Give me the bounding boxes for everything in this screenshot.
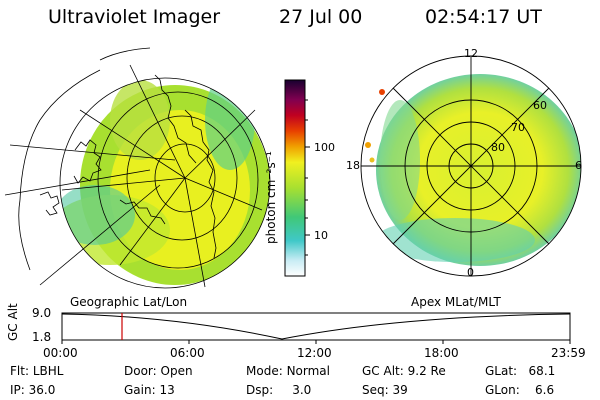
info-ip: IP: 36.0 [10, 383, 56, 397]
geographic-map [4, 47, 271, 289]
info-seq: Seq: 39 [362, 383, 408, 397]
mlt-label-18: 18 [346, 159, 360, 172]
timeline-ytick-min: 1.8 [32, 330, 52, 344]
observation-time: 02:54:17 UT [425, 6, 542, 28]
timeline-xtick-1800: 18:00 [424, 346, 459, 360]
mlt-label-6: 6 [575, 159, 582, 172]
timeline-xtick-0000: 00:00 [43, 346, 78, 360]
mlt-label-0: 0 [467, 266, 474, 279]
mlt-label-12: 12 [464, 47, 478, 60]
bright-spot-marker [379, 89, 385, 95]
apex-polar-plot [360, 55, 582, 277]
observation-date: 27 Jul 00 [279, 6, 363, 28]
mlat-label-70: 70 [511, 121, 525, 134]
colorbar-tick-10: 10 [314, 229, 328, 242]
instrument-title: Ultraviolet Imager [48, 6, 221, 28]
timeline-ytick-max: 9.0 [32, 306, 52, 320]
info-gain: Gain: 13 [124, 383, 175, 397]
timeline-xtick-1200: 12:00 [297, 346, 332, 360]
colorbar-tick-100: 100 [314, 141, 335, 154]
timeline-xtick-0600: 06:00 [170, 346, 205, 360]
info-filter: Flt: LBHL [10, 364, 64, 378]
mlat-label-80: 80 [491, 141, 505, 154]
altitude-timeline [61, 312, 571, 344]
info-door: Door: Open [124, 364, 193, 378]
info-mode: Mode: Normal [246, 364, 330, 378]
color-scale-bar [284, 79, 310, 277]
info-glat: GLat: 68.1 [485, 364, 556, 378]
timeline-xtick-2359: 23:59 [551, 346, 586, 360]
info-dsp: Dsp: 3.0 [246, 383, 312, 397]
apex-caption: Apex MLat/MLT [411, 295, 501, 309]
info-glon: GLon: 6.6 [485, 383, 555, 397]
timeline-axis-label: GC Alt [6, 303, 20, 341]
mlat-label-60: 60 [533, 99, 547, 112]
info-gc-alt: GC Alt: 9.2 Re [362, 364, 446, 378]
geographic-caption: Geographic Lat/Lon [70, 295, 188, 309]
colorbar-unit-label: photon cm⁻²s⁻¹ [264, 151, 278, 244]
